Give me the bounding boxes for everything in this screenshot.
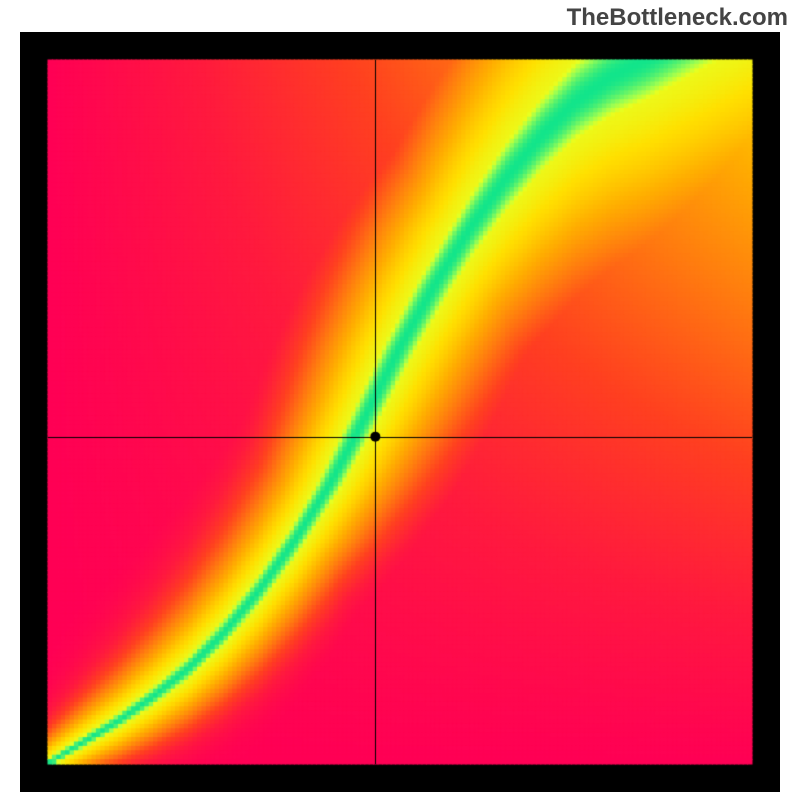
watermark-text: TheBottleneck.com	[567, 4, 788, 32]
bottleneck-heatmap-plot	[20, 32, 780, 792]
heatmap-canvas	[20, 32, 780, 792]
